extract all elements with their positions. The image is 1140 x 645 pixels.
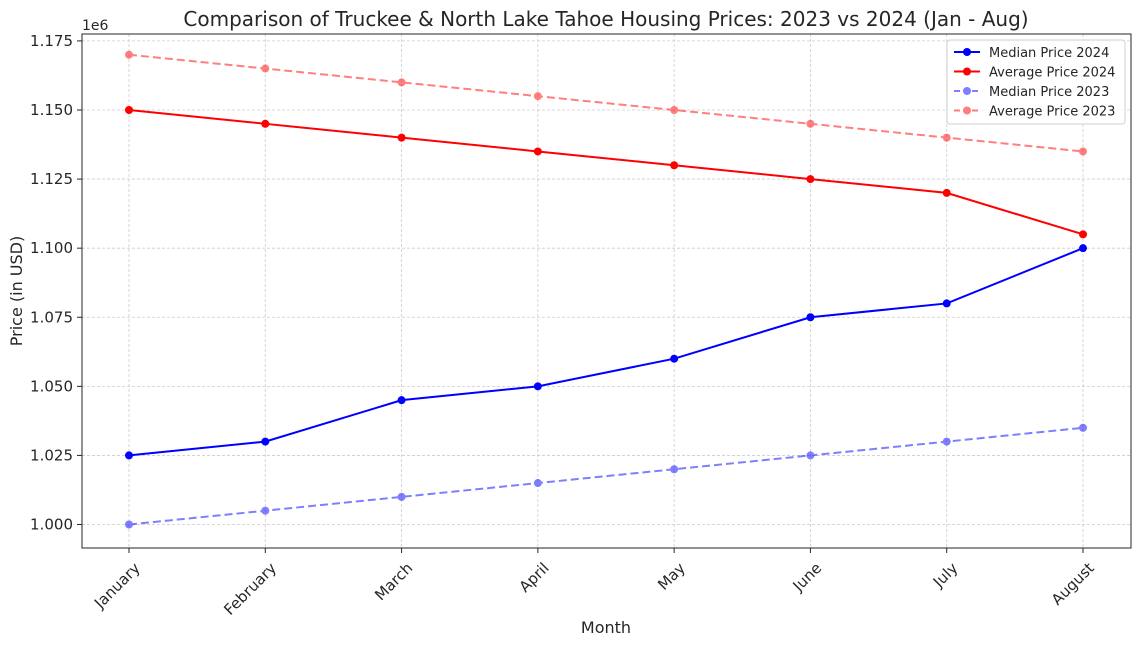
data-point: [670, 161, 679, 170]
y-tick-label: 1.100: [30, 239, 73, 257]
legend-box: [946, 39, 1126, 125]
data-point: [942, 299, 951, 308]
data-point: [397, 78, 406, 87]
data-point: [942, 133, 951, 142]
data-point: [1079, 423, 1087, 432]
y-tick-label: 1.150: [30, 101, 73, 119]
data-point: [261, 119, 270, 128]
data-point: [533, 92, 542, 101]
data-point: [125, 451, 133, 460]
data-point: [397, 396, 406, 405]
data-point: [942, 188, 951, 197]
data-point: [1079, 147, 1087, 156]
y-axis-scale-label: 1e6: [82, 18, 109, 34]
y-tick-label: 1.000: [30, 516, 73, 534]
data-point: [397, 133, 406, 142]
chart-title: Comparison of Truckee & North Lake Tahoe…: [183, 7, 1028, 31]
x-tick-label: May: [654, 559, 689, 594]
x-tick-label: March: [371, 559, 416, 604]
x-tick-label: August: [1048, 559, 1098, 609]
data-point: [125, 520, 133, 529]
x-tick-label: February: [220, 559, 280, 619]
data-point: [942, 437, 951, 446]
legend-entry-label: Median Price 2023: [989, 85, 1109, 100]
data-point: [533, 147, 542, 156]
data-point: [125, 50, 133, 59]
series-0: [125, 244, 1087, 460]
legend-swatch-marker: [963, 67, 971, 76]
data-point: [806, 119, 815, 128]
legend: Median Price 2024 Average Price 2024 Media…: [946, 39, 1126, 125]
series-2: [125, 423, 1087, 529]
data-point: [806, 313, 815, 322]
y-tick-label: 1.125: [30, 170, 73, 188]
series-line: [128, 108, 1084, 236]
data-point: [670, 354, 679, 363]
plot-area-frame: [81, 33, 1132, 549]
series-3: [125, 50, 1087, 156]
x-tick-label: April: [516, 559, 553, 596]
x-tick-label: June: [789, 559, 826, 596]
legend-swatch: [954, 106, 980, 115]
x-tick-label: January: [90, 559, 144, 613]
legend-swatch-marker: [963, 87, 971, 95]
y-tick-label: 1.050: [30, 377, 73, 395]
data-point: [1079, 230, 1087, 239]
legend-swatch-marker: [963, 106, 971, 115]
series-lines: [125, 50, 1087, 529]
legend-swatch: [954, 67, 980, 76]
series-line: [128, 53, 1084, 153]
data-point: [261, 437, 270, 446]
legend-entry-label: Average Price 2023: [989, 105, 1115, 120]
data-point: [670, 465, 679, 474]
data-point: [1079, 244, 1087, 253]
series-line: [128, 247, 1084, 457]
legend-swatch: [954, 48, 980, 56]
x-axis-ticks: January February March April May June July Augu…: [90, 548, 1098, 619]
series-line: [128, 426, 1084, 526]
data-point: [806, 451, 815, 460]
data-point: [125, 105, 133, 114]
legend-entry-label: Average Price 2024: [989, 66, 1115, 81]
data-point: [397, 492, 406, 501]
data-point: [806, 175, 815, 184]
data-point: [533, 382, 542, 391]
legend-entry-label: Median Price 2024: [989, 46, 1109, 61]
x-tick-label: July: [929, 559, 962, 592]
y-axis-ticks: 1.000 1.025 1.050 1.075 1.100 1.125 1.150 1.175: [30, 32, 82, 534]
legend-swatch: [954, 87, 980, 95]
legend-swatch-marker: [963, 48, 971, 56]
y-tick-label: 1.025: [30, 446, 73, 464]
data-point: [670, 105, 679, 114]
data-point: [533, 479, 542, 488]
y-tick-label: 1.175: [30, 32, 73, 50]
x-axis-label: Month: [581, 618, 631, 637]
y-tick-label: 1.075: [30, 308, 73, 326]
series-1: [125, 105, 1087, 239]
data-point: [261, 506, 270, 515]
data-point: [261, 64, 270, 73]
y-axis-label: Price (in USD): [7, 236, 26, 346]
